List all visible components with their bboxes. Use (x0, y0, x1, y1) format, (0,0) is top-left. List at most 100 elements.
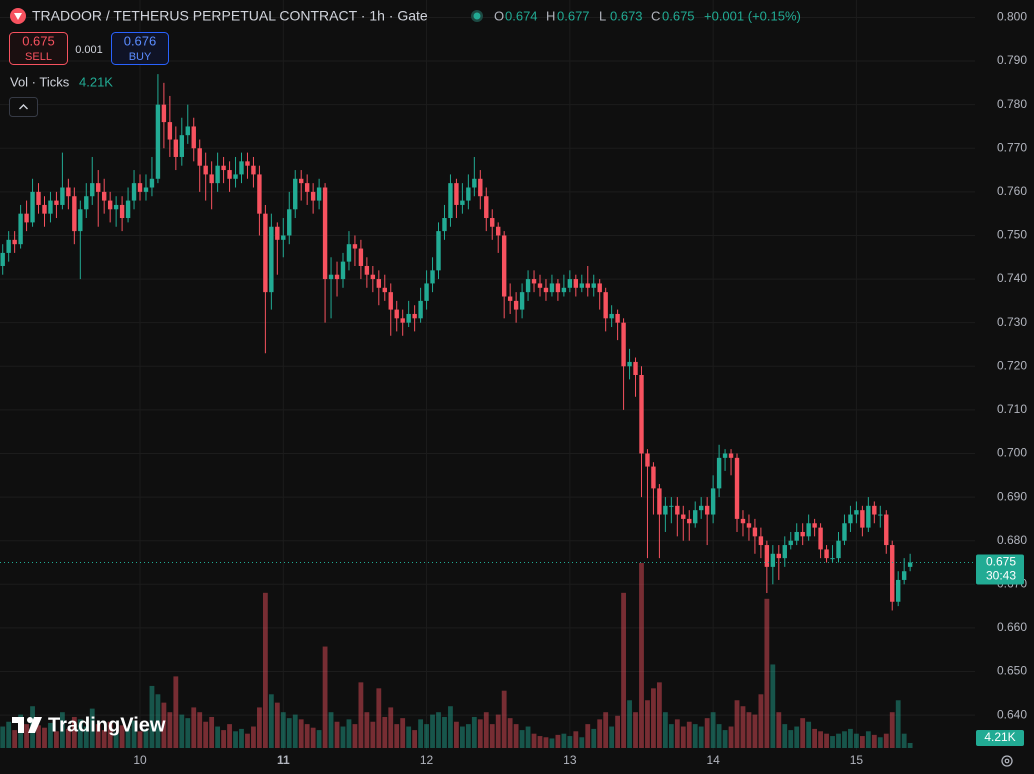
volume-bar (734, 700, 740, 748)
candle-body (96, 183, 101, 192)
volume-bar (12, 730, 18, 748)
candle-body (561, 287, 567, 293)
candle-body (501, 235, 507, 297)
candle-body (400, 318, 405, 323)
volume-bar (173, 676, 179, 748)
volume-bar (854, 733, 859, 748)
volume-bar (662, 712, 668, 748)
candle-body (167, 122, 173, 140)
candle-body (173, 139, 179, 157)
candle-body (257, 174, 262, 214)
candle-body (233, 174, 238, 179)
volume-bar (131, 720, 137, 748)
candle-body (179, 135, 184, 157)
volume-bar (501, 690, 507, 748)
candle-body (239, 161, 244, 175)
volume-bar (483, 712, 489, 748)
x-tick-label: 10 (133, 753, 147, 767)
last-price-badge (976, 554, 1024, 585)
candle-body (215, 165, 220, 184)
y-tick-label: 0.740 (997, 271, 1027, 285)
volume-bar (65, 728, 71, 748)
candle-body (478, 178, 483, 197)
y-tick-label: 0.700 (997, 446, 1027, 460)
volume-bar (543, 737, 549, 748)
volume-bar (525, 726, 531, 748)
volume-bar (668, 724, 674, 748)
volume-bar (788, 730, 794, 748)
volume-bar (340, 726, 346, 748)
volume-bar (639, 563, 644, 748)
candle-body (155, 104, 161, 179)
settings-icon (1001, 755, 1013, 767)
status-dot (473, 12, 481, 20)
candle-body (54, 200, 59, 205)
volume-bar (609, 726, 615, 748)
candle-body (633, 361, 638, 375)
volume-bar (579, 737, 585, 748)
volume-bar (274, 702, 280, 748)
candle-body (567, 279, 573, 288)
countdown-label: 30:43 (986, 569, 1016, 583)
volume-bar (621, 592, 626, 748)
volume-bar (537, 736, 543, 748)
candle-body (573, 279, 579, 288)
candle-body (740, 518, 746, 524)
volume-bar (722, 730, 728, 748)
buy-price: 0.676 (124, 33, 157, 48)
candle-body (185, 126, 190, 136)
volume-bar (54, 731, 59, 748)
volume-bar (800, 718, 806, 748)
volume-bar (376, 688, 382, 748)
volume-bar (167, 712, 173, 748)
volume-bar (382, 716, 388, 748)
volume-bar (113, 732, 119, 748)
candle-body (418, 300, 423, 319)
volume-bar (764, 598, 770, 748)
volume-bar (746, 712, 752, 748)
candle-body (161, 104, 167, 123)
volume-bar (334, 721, 340, 748)
sell-button[interactable] (9, 32, 68, 65)
candle-body (376, 279, 382, 288)
candle-body (448, 183, 453, 219)
y-tick-label: 0.800 (997, 10, 1027, 24)
candle-body (12, 239, 17, 245)
volume-bar (346, 719, 352, 748)
volume-bar (471, 716, 477, 748)
volume-bar (848, 728, 853, 748)
y-tick-label: 0.730 (997, 315, 1027, 329)
logo-mark (27, 717, 33, 723)
y-tick-label: 0.780 (997, 97, 1027, 111)
buy-button[interactable] (111, 32, 169, 65)
volume-bar (227, 724, 232, 748)
candle-body (430, 270, 435, 284)
candle-body (698, 505, 704, 511)
candle-body (472, 178, 477, 188)
y-tick-label: 0.690 (997, 489, 1027, 503)
volume-bar (836, 733, 841, 748)
volume-bar (555, 734, 561, 748)
candle-body (627, 361, 632, 367)
last-price-label: 0.675 (986, 555, 1016, 569)
candle-body (806, 523, 811, 537)
volume-bar (251, 726, 256, 748)
volume-bar (24, 724, 29, 748)
volume-legend-value: 4.21K (79, 74, 113, 89)
volume-bar (740, 706, 746, 748)
volume-bar (674, 719, 680, 748)
collapse-button[interactable] (9, 97, 38, 117)
candle-body (340, 261, 346, 280)
candle-body (496, 226, 501, 236)
volume-bar (794, 726, 800, 748)
volume-bar (615, 715, 621, 748)
candle-body (490, 218, 495, 227)
candle-body (221, 165, 226, 171)
candle-pane (0, 74, 913, 611)
candle-body (454, 183, 459, 205)
symbol-title[interactable]: TRADOOR / TETHERUS PERPETUAL CONTRACT · … (32, 8, 428, 24)
volume-bar (137, 731, 143, 748)
x-tick-label: 11 (277, 753, 290, 767)
volume-bar (752, 714, 758, 748)
